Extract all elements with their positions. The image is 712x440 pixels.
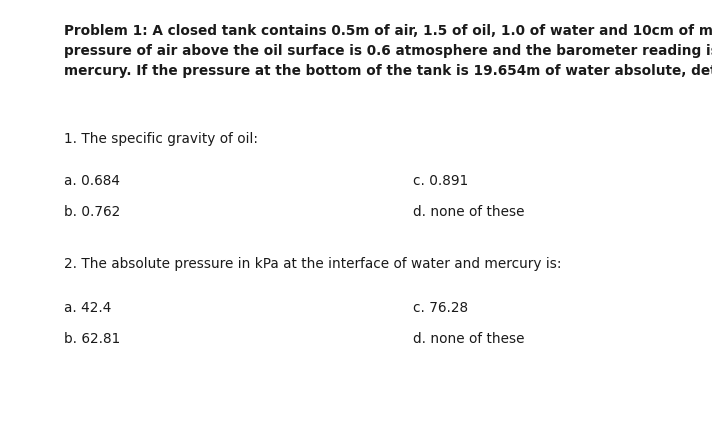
Text: Problem 1: A closed tank contains 0.5m of air, 1.5 of oil, 1.0 of water and 10cm: Problem 1: A closed tank contains 0.5m o… bbox=[64, 24, 712, 78]
Text: b. 0.762: b. 0.762 bbox=[64, 205, 120, 219]
Text: a. 0.684: a. 0.684 bbox=[64, 174, 120, 188]
Text: a. 42.4: a. 42.4 bbox=[64, 301, 112, 315]
Text: 1. The specific gravity of oil:: 1. The specific gravity of oil: bbox=[64, 132, 258, 146]
Text: b. 62.81: b. 62.81 bbox=[64, 332, 120, 346]
Text: d. none of these: d. none of these bbox=[413, 205, 525, 219]
Text: c. 76.28: c. 76.28 bbox=[413, 301, 468, 315]
Text: d. none of these: d. none of these bbox=[413, 332, 525, 346]
Text: 2. The absolute pressure in kPa at the interface of water and mercury is:: 2. The absolute pressure in kPa at the i… bbox=[64, 257, 562, 271]
Text: c. 0.891: c. 0.891 bbox=[413, 174, 468, 188]
